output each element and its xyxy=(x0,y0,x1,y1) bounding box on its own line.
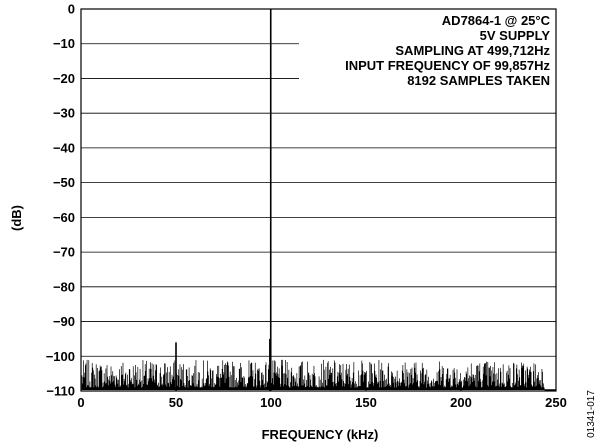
noise-floor xyxy=(81,359,545,390)
grid-lines xyxy=(81,43,556,357)
y-tick-label: −110 xyxy=(46,384,75,399)
y-tick-label: −80 xyxy=(53,279,75,294)
annotation-line: INPUT FREQUENCY OF 99,857Hz xyxy=(345,58,550,73)
annotation-line: 8192 SAMPLES TAKEN xyxy=(407,73,550,88)
annotation-line: 5V SUPPLY xyxy=(480,28,551,43)
y-tick-label: −100 xyxy=(46,349,75,364)
y-axis-title: (dB) xyxy=(9,205,24,231)
spectrum-series xyxy=(81,9,556,391)
annotation-line: SAMPLING AT 499,712Hz xyxy=(395,43,550,58)
x-tick-label: 150 xyxy=(355,395,377,410)
y-tick-label: −90 xyxy=(53,314,75,329)
x-tick-label: 100 xyxy=(260,395,282,410)
x-tick-label: 200 xyxy=(450,395,472,410)
y-tick-label: −70 xyxy=(53,245,75,260)
x-axis-ticks: 0 50 100 150 200 250 xyxy=(77,387,567,410)
y-tick-label: −40 xyxy=(53,140,75,155)
x-tick-label: 0 xyxy=(77,395,84,410)
annotation-line: AD7864-1 @ 25°C xyxy=(442,13,551,28)
y-tick-label: 0 xyxy=(68,2,75,17)
y-tick-label: −30 xyxy=(53,106,75,121)
y-axis-ticks: 0 −10 −20 −30 −40 −50 −60 −70 −80 −90 −100 −110 xyxy=(46,2,75,399)
y-tick-label: −10 xyxy=(53,36,75,51)
x-tick-label: 50 xyxy=(169,395,183,410)
y-tick-label: −60 xyxy=(53,210,75,225)
y-tick-label: −20 xyxy=(53,71,75,86)
y-tick-label: −50 xyxy=(53,175,75,190)
x-tick-label: 250 xyxy=(545,395,567,410)
figure-id: 01341-017 xyxy=(586,390,597,438)
plot-frame xyxy=(80,8,557,392)
x-axis-title: FREQUENCY (kHz) xyxy=(262,427,379,442)
